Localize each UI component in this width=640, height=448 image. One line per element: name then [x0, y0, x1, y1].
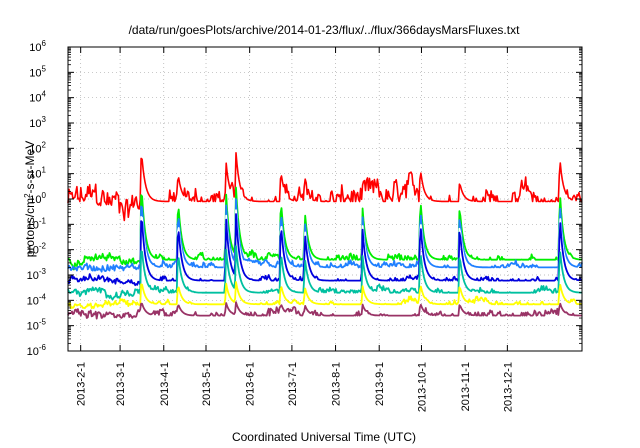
- series-line-3: [67, 209, 583, 281]
- y-axis-label-rest: -s-sr-MeV: [23, 141, 37, 194]
- y-axis-label-sup: 2: [23, 193, 32, 198]
- y-tick-label: 103: [29, 115, 46, 130]
- x-tick-label: 2013-7-1: [287, 362, 299, 406]
- y-axis-label-base: protons/cm: [23, 198, 37, 257]
- x-tick-label: 2013-9-1: [374, 362, 386, 406]
- series-line-2: [67, 198, 583, 273]
- series-line-5: [67, 245, 582, 301]
- y-tick-label: 105: [29, 64, 46, 79]
- y-tick-label: 101: [29, 166, 46, 181]
- y-tick-label: 10-6: [27, 343, 47, 358]
- y-tick-label: 10-2: [27, 242, 47, 257]
- y-tick-label: 102: [29, 140, 46, 155]
- x-tick-label: 2013-8-1: [331, 362, 343, 406]
- x-tick-label: 2013-11-1: [460, 362, 472, 411]
- y-axis-label: protons/cm2-s-sr-MeV: [23, 141, 37, 257]
- y-tick-label: 10-4: [27, 292, 47, 307]
- x-tick-label: 2013-4-1: [159, 362, 171, 406]
- y-tick-label: 106: [29, 39, 46, 54]
- series-line-7: [67, 301, 583, 320]
- x-tick-label: 2013-12-1: [502, 362, 514, 412]
- series-line-1: [67, 186, 583, 271]
- chart-title: /data/run/goesPlots/archive/2014-01-23/f…: [129, 23, 521, 37]
- y-tick-label: 10-3: [27, 267, 47, 282]
- series-line-4: [67, 213, 583, 287]
- x-tick-label: 2013-2-1: [76, 362, 88, 406]
- y-tick-label: 104: [29, 90, 46, 105]
- x-tick-label: 2013-10-1: [416, 362, 428, 412]
- series-line-6: [67, 281, 582, 310]
- x-tick-label: 2013-6-1: [245, 362, 257, 406]
- y-tick-label: 100: [29, 191, 46, 206]
- x-tick-label: 2013-3-1: [115, 362, 127, 406]
- x-tick-label: 2013-5-1: [201, 362, 213, 406]
- x-axis-label: Coordinated Universal Time (UTC): [232, 430, 416, 444]
- series-layer: [67, 152, 583, 320]
- y-tick-label: 10-5: [27, 318, 47, 333]
- series-line-0: [67, 152, 583, 222]
- y-tick-label: 10-1: [27, 216, 47, 231]
